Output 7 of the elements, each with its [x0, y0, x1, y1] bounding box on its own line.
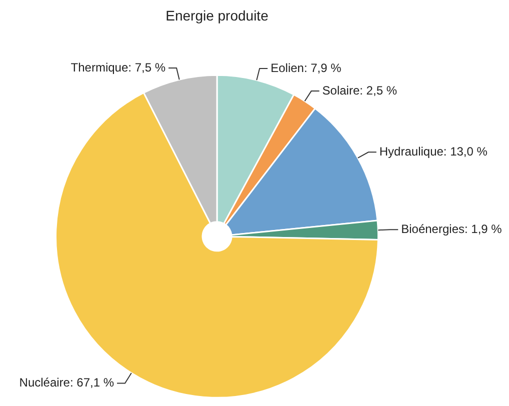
slice-label: Bioénergies: 1,9 % — [401, 222, 502, 236]
slice-label: Hydraulique: 13,0 % — [379, 144, 488, 158]
slice-label: Thermique: 7,5 % — [70, 60, 166, 74]
slice-label: Nucléaire: 67,1 % — [19, 376, 114, 390]
slice-label: Solaire: 2,5 % — [322, 83, 398, 98]
slice-label: Eolien: 7,9 % — [270, 60, 342, 75]
chart-title: Energie produite — [166, 7, 269, 24]
